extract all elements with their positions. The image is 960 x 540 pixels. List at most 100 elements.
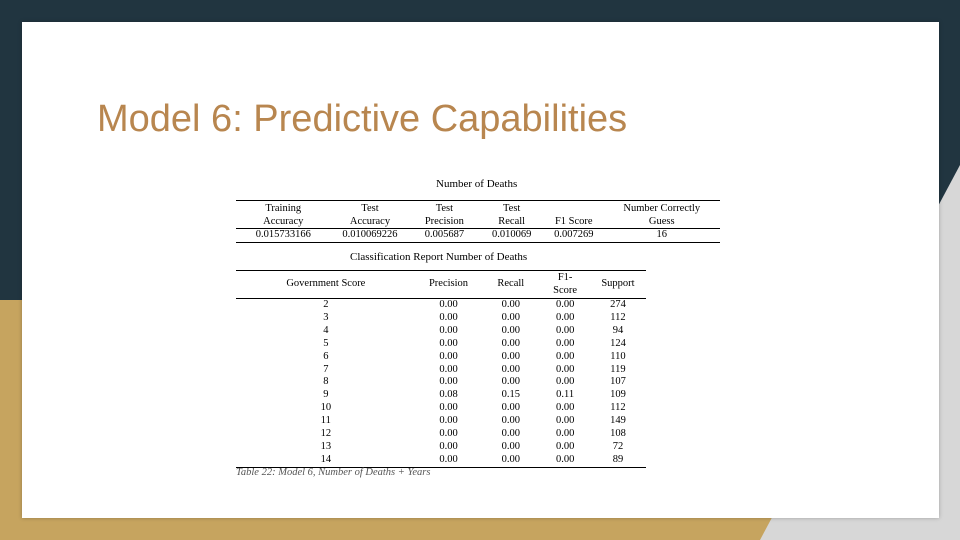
report-cell: 14: [320, 453, 332, 465]
report-header-cell: Recall: [481, 270, 541, 299]
report-cell: 0.00: [501, 337, 520, 349]
report-cell: 0.00: [439, 350, 458, 362]
report-cell: 0.00: [501, 415, 520, 427]
summary-value-cell: 0.007269: [554, 229, 594, 240]
summary-value-cell: 0.005687: [424, 229, 465, 240]
report-cell: 0.00: [555, 337, 575, 349]
summary-header-cell-line: Accuracy: [349, 215, 391, 227]
report-cell: 6: [323, 350, 329, 362]
report-cell: 149: [610, 415, 626, 427]
report-cell: 0.00: [439, 363, 458, 375]
report-cell: 0.00: [555, 415, 575, 427]
report-cell: 0.00: [439, 428, 458, 440]
report-cell: 13: [320, 440, 332, 452]
table-row: 14 0.00 0.00 0.00 89: [236, 454, 646, 467]
report-cell: 0.00: [555, 440, 575, 452]
report-cell: 0.00: [439, 415, 458, 427]
report-cell: 94: [612, 324, 624, 336]
report-cell: 112: [610, 402, 626, 414]
report-cell: 0.00: [555, 299, 575, 310]
summary-header-cell-line: Test: [361, 203, 379, 214]
summary-value-cell: 0.010069: [491, 229, 532, 240]
summary-value-cell: 0.015733166: [255, 229, 311, 240]
report-cell: 0.00: [501, 324, 520, 336]
report-header-cell-line: Government Score: [286, 278, 366, 290]
table-footnote: Table 22: Model 6, Number of Deaths + Ye…: [236, 467, 431, 478]
report-cell: 0.00: [439, 337, 458, 349]
report-cell: 3: [323, 311, 329, 323]
report-body: 2 0.00 0.00 0.00 274 3 0.00 0.00 0.00 112 4 0.00 0.0…: [236, 299, 646, 468]
slide: Model 6: Predictive Capabilities Number …: [22, 22, 939, 518]
report-cell: 0.00: [439, 402, 458, 414]
report-cell: 7: [323, 363, 329, 375]
table-row: 7 0.00 0.00 0.00 119: [236, 364, 646, 377]
report-cell: 0.00: [501, 299, 520, 310]
report-cell: 0.00: [501, 363, 520, 375]
report-cell: 10: [320, 402, 332, 414]
report-header-cell: F1- Score: [540, 270, 590, 299]
summary-header-cell-line: Test: [502, 203, 521, 214]
report-cell: 0.00: [439, 440, 458, 452]
table-row: 11 0.00 0.00 0.00 149: [236, 415, 646, 428]
report-cell: 108: [610, 428, 626, 440]
report-header-cell-line: Score: [553, 284, 578, 296]
report-cell: 0.00: [439, 311, 458, 323]
report-header-cell-line: Support: [601, 278, 635, 290]
report-cell: 11: [320, 415, 331, 427]
report-cell: 0.00: [555, 324, 575, 336]
report-cell: 110: [610, 350, 626, 362]
report-cell: 124: [610, 337, 626, 349]
report-cell: 0.00: [501, 453, 520, 465]
summary-header-cell: Test Recall: [479, 200, 545, 229]
report-cell: 12: [320, 428, 332, 440]
report-cell: 0.00: [555, 376, 575, 388]
table-row: 9 0.08 0.15 0.11 109: [236, 389, 646, 402]
summary-table-caption: Number of Deaths: [436, 178, 518, 190]
report-cell: 0.00: [555, 453, 575, 465]
report-cell: 5: [323, 337, 329, 349]
report-cell: 0.00: [439, 299, 458, 310]
summary-header-cell: Number Correctly Guess: [603, 200, 720, 229]
table-row: 4 0.00 0.00 0.00 94: [236, 325, 646, 338]
report-cell: 89: [612, 453, 624, 465]
table-row: 12 0.00 0.00 0.00 108: [236, 428, 646, 441]
report-cell: 0.00: [439, 453, 458, 465]
report-cell: 0.00: [501, 350, 520, 362]
report-cell: 0.00: [555, 350, 575, 362]
report-table-caption: Classification Report Number of Deaths: [350, 251, 528, 263]
table-row: 3 0.00 0.00 0.00 112: [236, 312, 646, 325]
report-cell: 0.00: [501, 402, 520, 414]
report-cell: 109: [610, 389, 626, 401]
report-header-cell-line: Recall: [497, 278, 525, 290]
summary-header-cell-line: Guess: [648, 215, 675, 227]
table-row: 13 0.00 0.00 0.00 72: [236, 441, 646, 454]
table-row: 5 0.00 0.00 0.00 124: [236, 338, 646, 351]
report-cell: 4: [323, 324, 329, 336]
report-cell: 8: [323, 376, 329, 388]
table-row: 10 0.00 0.00 0.00 112: [236, 402, 646, 415]
report-cell: 0.11: [556, 389, 575, 401]
report-cell: 0.15: [501, 389, 520, 401]
report-cell: 112: [610, 311, 626, 323]
report-cell: 0.00: [439, 324, 458, 336]
summary-header-cell: F1 Score: [544, 200, 604, 229]
report-cell: 0.00: [439, 376, 458, 388]
summary-value-cell: 0.010069226: [342, 229, 398, 240]
report-cell: 0.08: [439, 389, 458, 401]
summary-header-cell: Training Accuracy: [236, 200, 331, 229]
report-cell: 9: [323, 389, 329, 401]
classification-report-table: Government Score Precision Recall F1- Score S…: [236, 270, 646, 468]
report-cell: 119: [610, 363, 626, 375]
report-cell: 0.00: [501, 440, 520, 452]
summary-header-row: Training Accuracy Test Accuracy Test Precisio…: [236, 200, 720, 229]
report-header-cell-line: F1-: [557, 272, 573, 283]
report-cell: 0.00: [555, 311, 575, 323]
report-cell: 0.00: [555, 428, 575, 440]
report-cell: 0.00: [555, 402, 575, 414]
summary-header-cell: Test Precision: [409, 200, 480, 229]
report-cell: 0.00: [555, 363, 575, 375]
report-header-row: Government Score Precision Recall F1- Score S…: [236, 270, 646, 299]
slide-title: Model 6: Predictive Capabilities: [97, 98, 628, 140]
report-cell: 0.00: [501, 311, 520, 323]
summary-header-cell: Test Accuracy: [330, 200, 410, 229]
